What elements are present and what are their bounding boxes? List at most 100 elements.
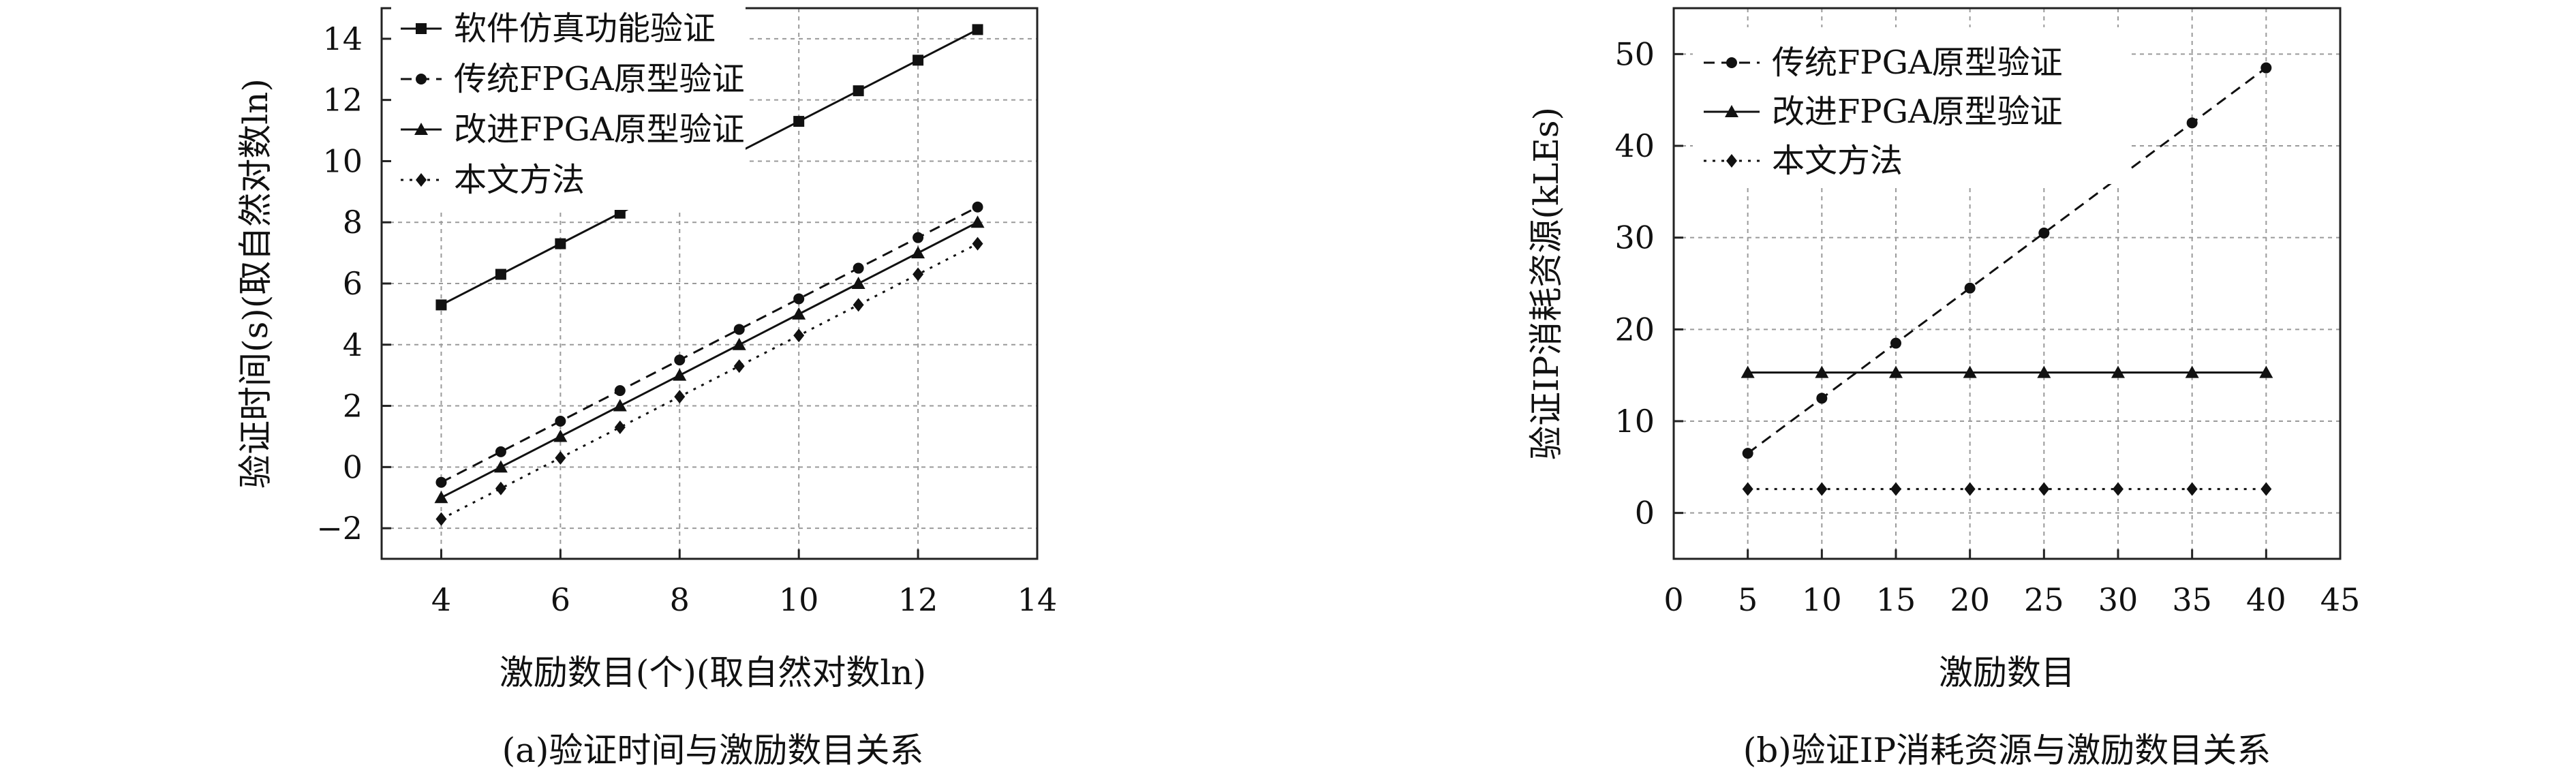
- chart-a-legend-marker-3: [414, 123, 428, 135]
- chart-a-series-1-point: [853, 85, 864, 97]
- chart-a-series-2-point: [674, 354, 686, 366]
- chart-b-legend-label-3: 本文方法: [1772, 142, 1903, 180]
- chart-a-series-3-point: [732, 337, 746, 350]
- chart-a-y-tick-label: 12: [322, 82, 363, 119]
- chart-b-y-tick-label: 0: [1635, 495, 1655, 532]
- chart-b-x-tick-label: 40: [2246, 581, 2286, 618]
- chart-a-series-2-point: [435, 476, 447, 488]
- chart-b-series-1-point: [1742, 448, 1753, 459]
- chart-a-series-4-point: [733, 359, 745, 373]
- chart-a-series-1-point: [495, 269, 506, 280]
- chart-b-legend-marker-1: [1726, 57, 1737, 68]
- chart-b-x-tick-label: 45: [2320, 581, 2361, 618]
- chart-b-series-1-point: [1816, 393, 1828, 404]
- chart-b-ticks: 0 5 10 15 20 25 30 35 40 45 0 10 20 30 40 50: [1614, 35, 2360, 618]
- chart-b-series-3-point: [1964, 482, 1976, 496]
- chart-b-legend-label-1: 传统FPGA原型验证: [1772, 44, 2063, 82]
- chart-a-series-4-point: [614, 420, 626, 434]
- chart-b-series-1-point: [1890, 337, 1901, 349]
- chart-a-y-tick-label: −2: [316, 510, 363, 547]
- chart-b-series-2-point: [2111, 365, 2125, 378]
- chart-b-legend-marker-3: [1726, 154, 1737, 168]
- chart-a-y-tick-label: 10: [322, 142, 363, 179]
- chart-b-x-tick-label: 25: [2024, 581, 2064, 618]
- chart-a-series-4-point: [674, 390, 686, 404]
- chart-b-series-2-point: [2259, 365, 2273, 378]
- chart-a-x-tick-label: 4: [431, 581, 451, 618]
- chart-a-legend-box: [391, 5, 746, 210]
- chart-b-x-tick-label: 35: [2172, 581, 2212, 618]
- chart-a-series-1-point: [435, 299, 447, 311]
- chart-b-series-2-point: [1741, 365, 1755, 378]
- chart-a-series-4-point: [913, 267, 924, 281]
- chart-a-series-1-point: [793, 116, 805, 127]
- chart-a-x-tick-label: 6: [551, 581, 570, 618]
- chart-b-y-axis-label: 验证IP消耗资源(kLEs): [1527, 107, 1566, 460]
- chart-a-series-3-point: [493, 460, 508, 473]
- chart-a-ticks: 4 6 8 10 12 14 −2 0 2 4 6 8 10 12 14: [316, 20, 1057, 618]
- chart-a-series-4-point: [853, 298, 864, 312]
- chart-b: 0 5 10 15 20 25 30 35 40 45 0 10 20 30 40 50 验证IP消耗资源(k…: [1527, 7, 2360, 770]
- chart-a-series-3-point: [911, 246, 925, 259]
- chart-b-series-1-line: [1747, 67, 2267, 455]
- chart-b-x-tick-label: 0: [1663, 581, 1683, 618]
- chart-a-series-4-point: [972, 236, 983, 251]
- chart-a-series-3-point: [553, 429, 568, 442]
- chart-a-series-2-point: [733, 324, 745, 335]
- chart-a-y-tick-label: 14: [322, 20, 363, 57]
- chart-a-x-tick-label: 10: [779, 581, 819, 618]
- chart-a-y-tick-label: 2: [343, 388, 363, 425]
- chart-b-x-axis-label: 激励数目: [1939, 653, 2075, 692]
- chart-b-series-1-point: [1964, 282, 1976, 294]
- chart-a-legend-label-4: 本文方法: [454, 161, 585, 199]
- chart-b-x-tick-label: 30: [2098, 581, 2138, 618]
- chart-a-series-3-point: [792, 307, 806, 320]
- chart-a-series-3-point: [434, 491, 448, 504]
- chart-a-series-2-point: [555, 416, 566, 427]
- chart-a-series-3-point: [851, 277, 865, 289]
- chart-b-y-tick-label: 50: [1614, 35, 1655, 72]
- chart-a-y-tick-label: 0: [343, 448, 363, 485]
- chart-b-x-tick-label: 15: [1876, 581, 1916, 618]
- chart-a-x-axis-label: 激励数目(个)(取自然对数ln): [500, 653, 926, 692]
- chart-a-series-2-point: [495, 446, 506, 457]
- chart-b-series-2-point: [1889, 365, 1903, 378]
- chart-b-plot-frame: [1672, 7, 2342, 560]
- chart-a-legend-label-1: 软件仿真功能验证: [454, 10, 716, 48]
- chart-b-x-tick-label: 5: [1738, 581, 1758, 618]
- chart-a-series-4-line: [440, 243, 979, 520]
- chart-a-series-2-point: [793, 293, 805, 305]
- chart-a-series-3-line: [440, 221, 979, 499]
- chart-b-series-1-point: [2038, 227, 2050, 239]
- chart-a-legend-marker-1: [416, 23, 427, 34]
- chart-a-x-tick-label: 8: [670, 581, 690, 618]
- chart-a-series-4-point: [555, 450, 566, 465]
- chart-b-series-1-point: [2260, 62, 2272, 74]
- chart-a-series-2-point: [913, 232, 924, 243]
- chart-b-series-3-point: [2113, 482, 2123, 496]
- chart-a-legend-label-3: 改进FPGA原型验证: [454, 110, 745, 149]
- chart-a-series-4-point: [793, 328, 805, 343]
- chart-b-series-2-point: [2185, 365, 2199, 378]
- chart-b-legend-marker-2: [1725, 105, 1738, 117]
- chart-a-y-axis-label: 验证时间(s)(取自然对数ln): [236, 78, 275, 489]
- chart-a-legend-marker-2: [416, 74, 427, 85]
- chart-b-series-2-point: [1963, 365, 1977, 378]
- chart-a-series-4-point: [495, 481, 506, 495]
- chart-a-series-2-point: [614, 385, 626, 397]
- chart-a-series-2-line: [440, 206, 979, 484]
- chart-b-series-3-point: [2260, 482, 2272, 496]
- chart-b-series-3-point: [2186, 482, 2198, 496]
- chart-b-x-tick-label: 20: [1950, 581, 1990, 618]
- chart-b-series-2-point: [2037, 365, 2051, 378]
- chart-b-legend-label-2: 改进FPGA原型验证: [1772, 93, 2063, 131]
- chart-a-series-2-point: [972, 201, 983, 213]
- chart-a-x-tick-label: 12: [898, 581, 938, 618]
- chart-a-series-1-point: [972, 24, 983, 35]
- chart-b-series-3-point: [2038, 482, 2050, 496]
- chart-b-legend-box: [1693, 27, 2129, 184]
